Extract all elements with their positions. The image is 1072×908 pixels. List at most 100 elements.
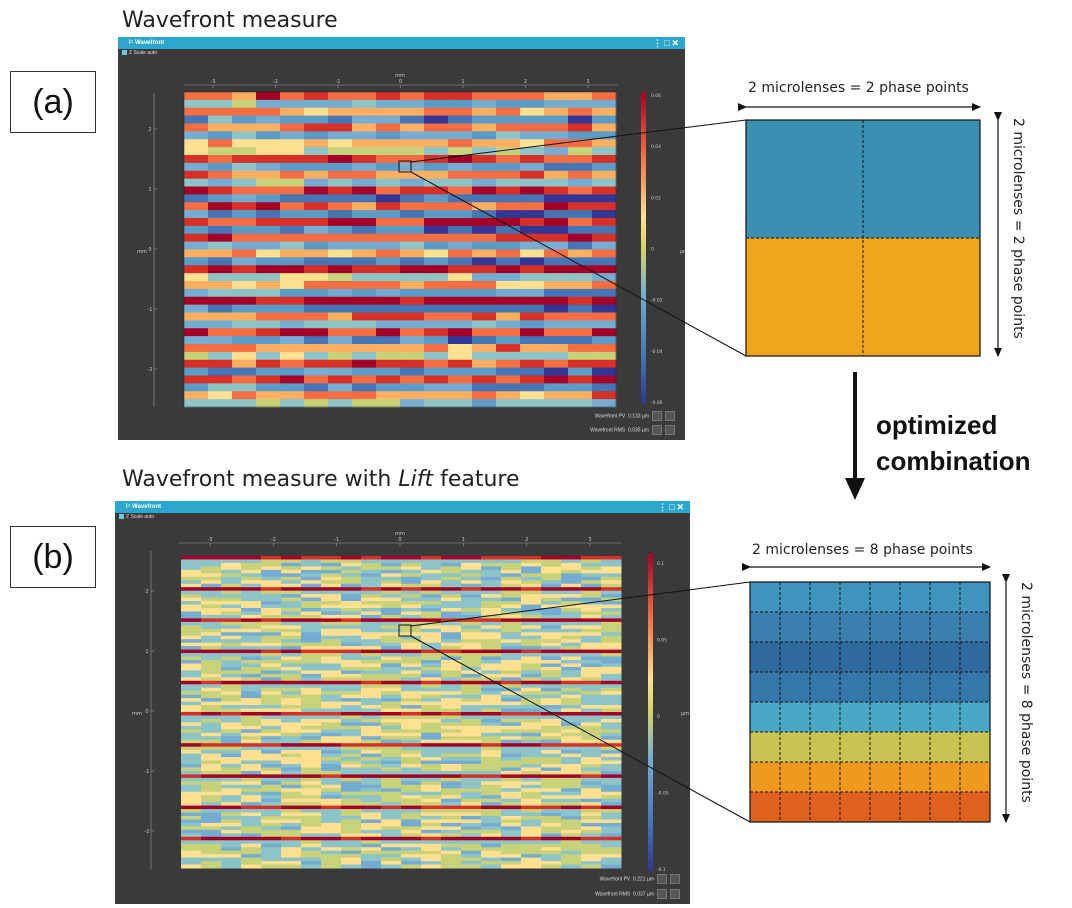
heatmap-cell — [181, 614, 202, 619]
heatmap-cell — [256, 265, 281, 274]
heatmap-cell — [328, 218, 353, 227]
heatmap-cell — [481, 573, 502, 578]
heatmap-cell — [381, 819, 402, 824]
heatmap-cell — [592, 92, 617, 101]
heatmap-cell — [501, 715, 522, 720]
z-scale-toggle[interactable]: Z Scale auto — [119, 514, 154, 520]
heatmap-cell — [521, 753, 542, 758]
heatmap-cell — [201, 663, 222, 668]
heatmap-cell — [601, 722, 622, 727]
heatmap-cell — [280, 288, 305, 298]
heatmap-cell — [421, 760, 442, 765]
heatmap-cell — [241, 677, 262, 682]
heatmap-cell — [256, 288, 281, 298]
heatmap-cell — [541, 736, 562, 741]
heatmap-cell — [381, 684, 402, 689]
heatmap-cell — [241, 556, 262, 560]
heatmap-cell — [341, 770, 362, 775]
heatmap-cell — [581, 604, 602, 609]
heatmap-cell — [184, 336, 209, 345]
lock-icon[interactable] — [665, 411, 675, 421]
heatmap-cell — [341, 670, 362, 675]
heatmap-cell — [281, 576, 302, 581]
heatmap-cell — [601, 750, 622, 755]
heatmap-cell — [521, 573, 542, 578]
lock-icon[interactable] — [670, 874, 680, 884]
window-menu-icon[interactable]: ⋮ — [653, 38, 665, 48]
heatmap-cell — [601, 583, 622, 588]
zoom-icon[interactable] — [652, 411, 662, 421]
heatmap-cell — [232, 194, 257, 203]
heatmap-cell — [561, 805, 582, 810]
heatmap-cell — [561, 635, 582, 640]
heatmap-cell — [421, 587, 442, 592]
heatmap-cell — [376, 202, 401, 211]
heatmap-cell — [280, 170, 305, 180]
heatmap-cell — [321, 809, 342, 814]
heatmap-cell — [501, 573, 522, 578]
heatmap-cell — [321, 663, 342, 668]
heatmap-cell — [381, 764, 402, 768]
heatmap-cell — [181, 840, 202, 845]
zoom-icon[interactable] — [657, 874, 667, 884]
heatmap-cell — [461, 698, 482, 703]
heatmap-cell — [381, 729, 402, 734]
lock-icon[interactable] — [665, 425, 675, 435]
heatmap-cell — [304, 265, 329, 274]
heatmap-cell — [321, 739, 342, 744]
maximize-icon[interactable]: □ — [669, 502, 677, 512]
heatmap-cell — [281, 736, 302, 741]
heatmap-cell — [501, 764, 522, 768]
heatmap-cell — [304, 320, 329, 329]
heatmap-cell — [181, 857, 202, 862]
zoom-icon[interactable] — [657, 889, 667, 899]
heatmap-cell — [501, 691, 522, 696]
heatmap-cell — [424, 257, 449, 266]
heatmap-cell — [361, 791, 382, 796]
lock-icon[interactable] — [670, 889, 680, 899]
heatmap-cell — [381, 639, 402, 644]
heatmap-cell — [341, 680, 362, 685]
z-scale-toggle[interactable]: Z Scale auto — [122, 50, 157, 56]
heatmap-cell — [441, 691, 462, 696]
heatmap-cell — [341, 850, 362, 855]
heatmap-cell — [321, 673, 342, 678]
heatmap-cell — [181, 576, 202, 581]
heatmap-cell — [181, 677, 202, 682]
heatmap-cell — [520, 225, 545, 235]
heatmap-cell — [232, 225, 257, 235]
heatmap-cell — [496, 107, 521, 117]
heatmap-cell — [541, 715, 562, 720]
heatmap-cell — [481, 850, 502, 855]
close-icon[interactable]: ✕ — [676, 502, 686, 512]
heatmap-cell — [261, 854, 282, 859]
heatmap-cell — [221, 833, 242, 838]
heatmap-cell — [601, 857, 622, 862]
heatmap-cell — [461, 559, 482, 564]
heatmap-cell — [341, 576, 362, 581]
close-icon[interactable]: ✕ — [671, 38, 681, 48]
heatmap-cell — [181, 850, 202, 855]
heatmap-cell — [541, 760, 562, 765]
maximize-icon[interactable]: □ — [664, 38, 672, 48]
zoom-icon[interactable] — [652, 425, 662, 435]
heatmap-cell — [208, 115, 233, 124]
heatmap-cell — [201, 833, 222, 838]
heatmap-cell — [481, 562, 502, 567]
heatmap-cell — [341, 753, 362, 758]
heatmap-cell — [441, 850, 462, 855]
heatmap-cell — [184, 249, 209, 258]
heatmap-cell — [541, 826, 562, 831]
heatmap-cell — [520, 107, 545, 117]
heatmap-cell — [280, 391, 305, 400]
window-menu-icon[interactable]: ⋮ — [658, 502, 670, 512]
heatmap-cell — [341, 760, 362, 765]
zoom-line-bottom-a — [410, 171, 747, 357]
heatmap-cell — [501, 694, 522, 699]
heatmap-cell — [448, 257, 473, 266]
heatmap-cell — [361, 562, 382, 567]
heatmap-cell — [601, 757, 622, 762]
heatmap-cell — [352, 178, 377, 187]
heatmap-cell — [481, 687, 502, 692]
heatmap-cell — [601, 864, 622, 869]
